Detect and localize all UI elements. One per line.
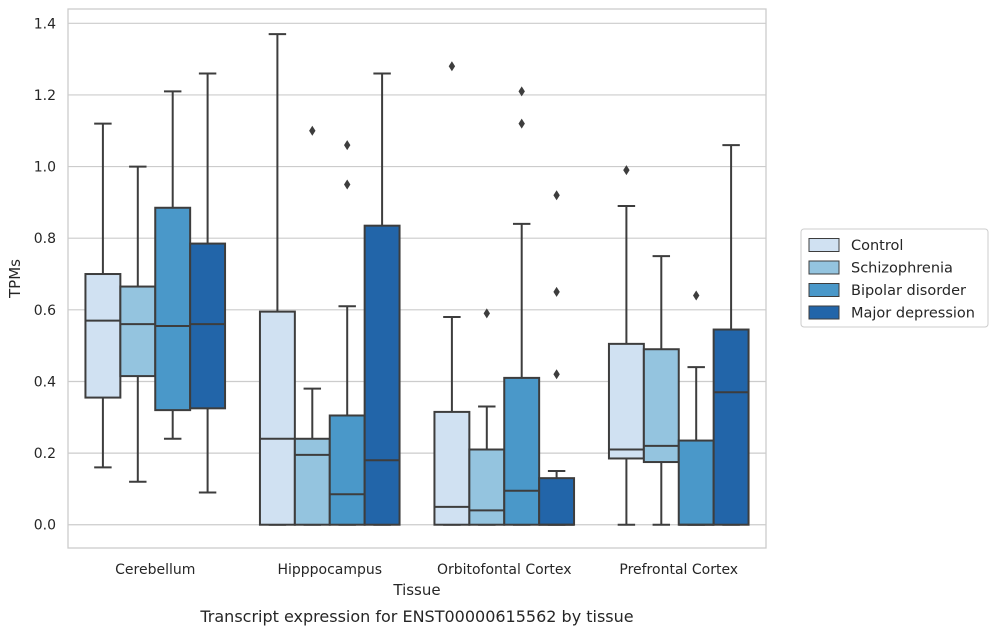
- box-major-depression: [363, 72, 401, 526]
- y-tick-label: 0.0: [34, 518, 56, 534]
- legend-frame: [800, 228, 989, 328]
- box-bipolar-disorder: [154, 90, 192, 440]
- box-series-layer: [84, 33, 750, 526]
- box-iqr: [503, 376, 541, 526]
- outlier-marker: [518, 86, 525, 97]
- y-tick-label: 0.4: [34, 374, 56, 390]
- x-tick-label: Hipppocampus: [277, 562, 382, 578]
- outlier-marker: [553, 286, 560, 297]
- legend-label: Bipolar disorder: [851, 283, 966, 299]
- x-tick-label: Prefrontal Cortex: [619, 562, 738, 578]
- outlier-marker: [553, 369, 560, 380]
- legend-swatch: [808, 238, 840, 252]
- box-schizophrenia: [642, 255, 680, 526]
- box-bipolar-disorder: [677, 290, 715, 526]
- y-tick-label: 0.8: [34, 231, 56, 247]
- outlier-marker: [623, 165, 630, 176]
- outlier-marker: [518, 118, 525, 129]
- box-iqr: [154, 206, 192, 412]
- box-major-depression: [189, 72, 227, 494]
- legend-label: Major depression: [851, 306, 975, 322]
- box-iqr: [677, 439, 715, 526]
- box-iqr: [258, 310, 296, 526]
- y-tick-label: 0.2: [34, 446, 56, 462]
- box-iqr: [607, 342, 645, 460]
- y-tick-labels: 0.0 0.2 0.4 0.6 0.8 1.0 1.2 1.4: [34, 16, 56, 533]
- box-control: [607, 165, 645, 526]
- box-iqr: [363, 224, 401, 526]
- x-axis-label: Tissue: [392, 581, 440, 599]
- box-major-depression: [712, 144, 750, 526]
- box-schizophrenia: [468, 308, 506, 526]
- box-iqr: [119, 285, 157, 378]
- plot-frame: [67, 8, 767, 549]
- y-tick-label: 0.6: [34, 303, 56, 319]
- outlier-marker: [344, 179, 351, 190]
- legend: Control Schizophrenia Bipolar disorder Majo…: [800, 228, 989, 328]
- legend-label: Schizophrenia: [851, 261, 953, 277]
- box-control: [258, 33, 296, 526]
- box-iqr: [293, 437, 331, 526]
- legend-swatch: [808, 260, 840, 275]
- x-tick-label: Orbitofontal Cortex: [437, 562, 572, 578]
- box-iqr: [642, 348, 680, 464]
- box-control: [84, 122, 122, 469]
- y-axis-label: TPMs: [6, 259, 24, 299]
- outlier-marker: [448, 61, 456, 72]
- box-iqr: [84, 273, 122, 399]
- chart-caption: Transcript expression for ENST0000061556…: [199, 607, 633, 626]
- x-tick-label: Cerebellum: [115, 562, 195, 578]
- box-schizophrenia: [119, 165, 157, 483]
- box-iqr: [189, 242, 227, 410]
- outlier-marker: [309, 125, 316, 136]
- outlier-marker: [344, 140, 351, 151]
- y-tick-label: 1.2: [34, 88, 56, 104]
- outlier-marker: [483, 308, 490, 319]
- box-iqr: [328, 414, 366, 526]
- box-bipolar-disorder: [328, 140, 366, 526]
- outlier-marker: [693, 290, 700, 301]
- box-iqr: [712, 328, 750, 526]
- box-iqr: [538, 477, 576, 526]
- box-iqr: [468, 448, 506, 526]
- y-tick-label: 1.4: [34, 16, 56, 32]
- legend-swatch: [808, 305, 840, 320]
- legend-swatch: [808, 283, 840, 297]
- outlier-marker: [553, 190, 560, 201]
- legend-label: Control: [851, 238, 903, 254]
- box-control: [433, 61, 471, 526]
- box-bipolar-disorder: [503, 86, 541, 526]
- x-tick-labels: Cerebellum Hipppocampus Orbitofontal Corte…: [115, 562, 738, 578]
- y-tick-label: 1.0: [34, 160, 56, 176]
- box-major-depression: [538, 190, 576, 526]
